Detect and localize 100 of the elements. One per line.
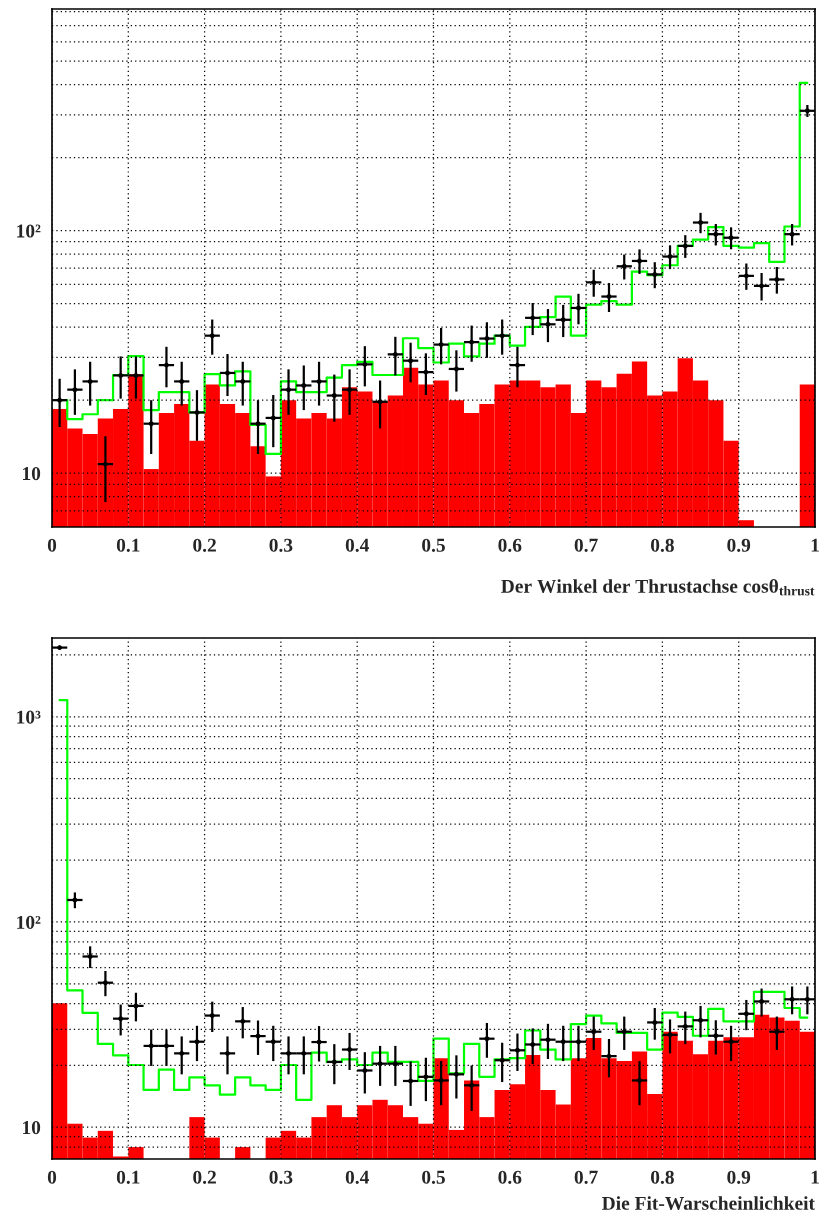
x-tick-label: 1	[811, 1170, 819, 1184]
x-tick-label: 0	[47, 538, 57, 552]
point	[377, 399, 383, 405]
point	[194, 410, 200, 415]
point	[148, 421, 154, 427]
x-tick-label: 0.6	[498, 1170, 522, 1184]
point	[484, 336, 490, 341]
point	[591, 1029, 597, 1035]
point	[286, 1050, 291, 1056]
x-tick-label: 0.7	[574, 538, 598, 552]
point	[484, 1036, 490, 1042]
point	[774, 1029, 780, 1035]
point	[255, 1033, 261, 1039]
point	[133, 1003, 139, 1009]
point	[514, 1047, 520, 1053]
point	[331, 1059, 337, 1065]
point	[759, 999, 765, 1004]
point	[576, 1039, 581, 1045]
point	[469, 1082, 475, 1088]
point	[72, 897, 78, 903]
point	[530, 1042, 536, 1047]
point	[347, 1047, 353, 1052]
x-tick-label: 0.8	[650, 538, 674, 552]
point	[423, 369, 429, 375]
point	[118, 372, 124, 378]
point	[804, 996, 810, 1002]
x-tick-label: 0.2	[193, 538, 216, 552]
point	[438, 342, 444, 348]
point	[453, 366, 459, 372]
point	[209, 333, 215, 339]
y-tick-label: 10³	[17, 710, 41, 724]
point	[102, 461, 108, 467]
point	[301, 383, 307, 388]
point	[682, 243, 688, 249]
point	[530, 315, 536, 321]
point	[698, 1017, 703, 1023]
point	[698, 220, 703, 225]
point	[301, 1050, 307, 1056]
point	[408, 358, 414, 364]
point	[148, 1043, 154, 1049]
point	[72, 387, 78, 393]
point	[102, 980, 108, 986]
x-tick-label: 0.4	[345, 1170, 369, 1184]
point	[545, 1037, 551, 1043]
point	[637, 1078, 642, 1083]
point	[652, 271, 658, 277]
x-tick-label: 0.5	[422, 1170, 445, 1184]
point	[759, 283, 765, 289]
point	[194, 1039, 200, 1045]
point	[713, 1033, 719, 1039]
point	[164, 1043, 169, 1049]
x-axis-title: Der Winkel der Thrustachse cosθ$_{thrust}$	[501, 579, 815, 596]
point	[270, 1039, 276, 1045]
x-axis-title: Die Fit-Warscheinlichkeit	[602, 1196, 815, 1210]
x-tick-label: 0.6	[498, 538, 522, 552]
point	[423, 1074, 429, 1080]
point	[606, 294, 612, 299]
point	[240, 378, 246, 384]
point	[118, 1016, 124, 1022]
point	[804, 108, 810, 114]
point	[87, 954, 93, 959]
point	[789, 996, 795, 1002]
y-tick-label: 10	[23, 1121, 41, 1135]
point	[743, 273, 749, 279]
point	[362, 1068, 368, 1073]
x-tick-label: 1	[811, 538, 819, 552]
point	[682, 1023, 688, 1029]
point	[591, 279, 597, 285]
point	[57, 397, 63, 403]
x-tick-label: 0.4	[345, 538, 369, 552]
point	[316, 378, 322, 384]
y-tick-label: 10	[23, 467, 41, 481]
point	[438, 1078, 444, 1083]
point	[621, 263, 627, 269]
point	[713, 231, 719, 237]
point	[209, 1013, 215, 1018]
x-tick-label: 0.3	[269, 1170, 293, 1184]
point	[87, 378, 93, 384]
x-tick-label: 0.9	[727, 538, 751, 552]
point	[392, 1061, 398, 1067]
point	[560, 1039, 566, 1045]
x-tick-label: 0.7	[574, 1170, 598, 1184]
point	[255, 421, 261, 427]
point	[225, 370, 230, 376]
point	[164, 362, 169, 368]
point	[545, 321, 551, 327]
x-tick-label: 0.8	[650, 1170, 674, 1184]
point	[606, 1053, 612, 1059]
point	[347, 387, 353, 393]
point	[774, 277, 780, 282]
point	[469, 339, 475, 345]
point	[728, 1039, 734, 1045]
point	[576, 305, 581, 311]
x-tick-label: 0.3	[269, 538, 293, 552]
point	[408, 1078, 414, 1084]
point	[789, 231, 795, 237]
x-tick-label: 0	[47, 1170, 57, 1184]
y-tick-label: 10²	[17, 915, 41, 929]
point	[743, 1011, 749, 1017]
point	[499, 333, 505, 339]
